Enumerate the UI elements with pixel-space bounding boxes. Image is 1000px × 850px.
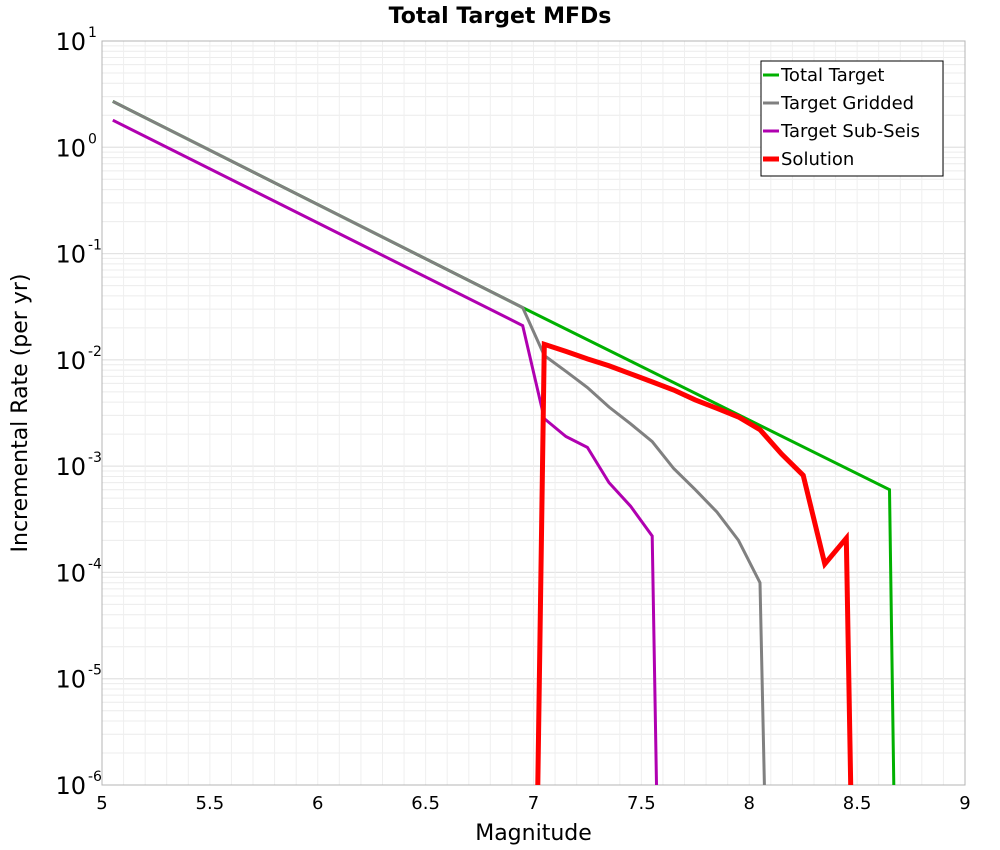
y-tick-label: 10 1 (55, 25, 96, 56)
x-axis-title: Magnitude (475, 821, 592, 846)
y-tick-base: 10 (55, 28, 86, 56)
series-line-target-gridded (112, 100, 766, 786)
y-tick-base: 10 (55, 559, 86, 587)
y-tick-exponent: 0 (88, 131, 97, 147)
y-tick-label: 10 0 (55, 131, 96, 162)
y-tick-base: 10 (55, 666, 86, 694)
y-tick-exponent: -3 (88, 450, 102, 466)
y-tick-label: 10 -6 (55, 769, 102, 800)
y-tick-exponent: -2 (88, 344, 102, 360)
x-tick-label: 6 (312, 793, 323, 814)
legend-label: Target Gridded (780, 93, 914, 114)
y-tick-exponent: 1 (88, 25, 97, 41)
series-line-total-target (112, 100, 896, 786)
series-line-target-sub-seis (112, 118, 658, 786)
legend-label: Total Target (780, 65, 884, 86)
legend: Total Target Target Gridded Target Sub-Sei… (760, 60, 944, 177)
y-tick-label: 10 -2 (55, 344, 102, 375)
plot-frame (101, 40, 966, 786)
legend-box (760, 60, 944, 177)
y-tick-base: 10 (55, 347, 86, 375)
series-line-solution (535, 340, 854, 786)
y-tick-exponent: -5 (88, 663, 102, 679)
x-tick-label: 5 (96, 793, 107, 814)
x-tick-label: 7.5 (627, 793, 656, 814)
y-tick-exponent: -4 (88, 556, 102, 572)
x-tick-label: 8.5 (843, 793, 872, 814)
x-tick-label: 6.5 (411, 793, 440, 814)
x-tick-label: 7 (528, 793, 539, 814)
chart-title: Total Target MFDs (389, 4, 612, 29)
series-layer (112, 100, 896, 786)
y-tick-label: 10 -3 (55, 450, 102, 481)
x-tick-label: 9 (959, 793, 970, 814)
legend-label: Solution (781, 149, 854, 170)
y-tick-base: 10 (55, 134, 86, 162)
x-ticks: 5 5.5 6 6.5 7 7.5 8 8.5 9 (96, 793, 970, 814)
y-tick-label: 10 -5 (55, 663, 102, 694)
y-axis-title: Incremental Rate (per yr) (8, 274, 33, 553)
y-tick-label: 10 -1 (55, 238, 102, 269)
y-tick-base: 10 (55, 453, 86, 481)
y-tick-label: 10 -4 (55, 556, 102, 587)
y-tick-base: 10 (55, 772, 86, 800)
y-tick-base: 10 (55, 241, 86, 269)
y-tick-exponent: -6 (88, 769, 102, 785)
x-tick-label: 5.5 (196, 793, 225, 814)
y-tick-exponent: -1 (88, 238, 102, 254)
legend-label: Target Sub-Seis (780, 121, 920, 142)
x-tick-label: 8 (744, 793, 755, 814)
